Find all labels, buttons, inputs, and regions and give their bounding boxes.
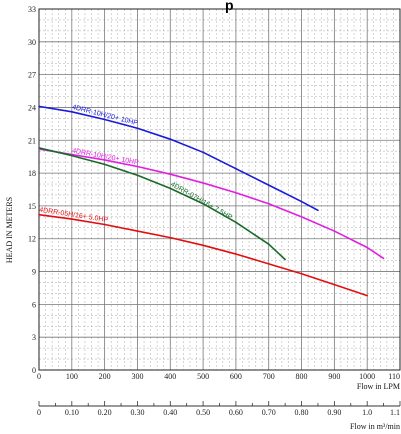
series-point (103, 163, 106, 166)
series-point (136, 127, 139, 130)
plot-frame (38, 8, 401, 371)
series-point (103, 118, 106, 121)
y-tick-label: 12 (28, 235, 36, 244)
series-point (136, 230, 139, 232)
x-tick-label: 0 (37, 372, 41, 381)
series-point (38, 105, 40, 108)
series-point (235, 191, 237, 194)
secondary-x-tick-label: 0.90 (327, 408, 341, 417)
x-tick-label: 1000 (359, 372, 375, 381)
secondary-x-axis-label: Flow in m³/min (350, 422, 400, 431)
x-tick-label: 300 (131, 372, 143, 381)
y-tick-label: 33 (28, 5, 36, 14)
x-tick-label: 600 (230, 372, 242, 381)
y-tick-label: 6 (32, 300, 36, 309)
y-tick-label: 9 (32, 268, 36, 277)
series-point (235, 253, 237, 255)
series-point (284, 258, 286, 261)
y-tick-label: 3 (32, 333, 36, 342)
secondary-x-tick-label: 1.0 (362, 408, 372, 417)
series-line (38, 105, 319, 211)
series-point (300, 272, 303, 275)
series-point (202, 182, 204, 184)
series-point (71, 111, 73, 113)
y-tick-label: 24 (28, 103, 36, 112)
x-tick-label: 110 (388, 372, 400, 381)
minor-grid (39, 9, 400, 370)
y-tick-label: 27 (28, 71, 36, 80)
series-point (333, 283, 336, 286)
y-tick-label: 0 (32, 366, 36, 375)
series-line (38, 148, 385, 260)
x-tick-label: 200 (99, 372, 111, 381)
secondary-x-tick-label: 0.30 (130, 408, 144, 417)
series-point (267, 184, 270, 186)
series-point (267, 243, 270, 245)
series-point (169, 138, 172, 140)
secondary-x-tick-labels: 0 0.10 0.20 0.30 0.40 0.50 0.60 0.70 0.80 0.90 1.0… (37, 401, 401, 417)
series-point (267, 202, 270, 205)
series-point (317, 209, 319, 212)
secondary-x-tick-label: 0 (37, 408, 41, 417)
series-point (38, 213, 40, 216)
secondary-x-tick-label: 1.1 (390, 408, 400, 417)
y-tick-label: 30 (28, 38, 36, 47)
secondary-x-tick-label: 0.10 (65, 408, 79, 417)
series-point (235, 221, 237, 224)
major-grid (38, 8, 401, 371)
series-point (333, 230, 336, 232)
y-axis-label: HEAD IN METERS (5, 197, 14, 263)
secondary-x-tick-label: 0.50 (196, 408, 210, 417)
series-point (169, 187, 172, 190)
series-point (382, 257, 385, 260)
series-point (235, 167, 237, 170)
series-point (202, 151, 204, 154)
series-point (103, 223, 106, 226)
secondary-x-tick-label: 0.80 (295, 408, 309, 417)
series-point (71, 218, 73, 220)
series-point (366, 294, 368, 297)
x-axis-label: Flow in LPM (357, 382, 400, 391)
x-tick-label: 900 (328, 372, 340, 381)
series-point (169, 173, 172, 175)
series-point (38, 147, 40, 149)
x-tick-labels: 0 100 200 300 400 500 600 700 800 900 1000 110 (37, 372, 400, 381)
chart-title-fragment: p (225, 0, 234, 13)
x-tick-label: 700 (263, 372, 275, 381)
x-tick-label: 400 (164, 372, 176, 381)
x-tick-label: 500 (197, 372, 209, 381)
y-tick-label: 15 (28, 202, 36, 211)
y-tick-label: 18 (28, 169, 36, 178)
series-point (103, 159, 106, 161)
series-point (202, 202, 204, 205)
series-point (71, 154, 73, 157)
secondary-x-tick-label: 0.20 (98, 408, 112, 417)
series-point (267, 263, 270, 265)
x-tick-label: 800 (296, 372, 308, 381)
y-tick-labels: 0 3 6 9 12 15 18 21 24 27 30 33 (28, 5, 36, 375)
series-point (366, 246, 368, 249)
series-point (136, 165, 139, 168)
series-point (202, 244, 204, 247)
y-tick-label: 21 (28, 136, 36, 145)
series-point (300, 216, 303, 218)
series-point (300, 200, 303, 203)
secondary-x-tick-label: 0.40 (163, 408, 177, 417)
secondary-x-tick-label: 0.60 (229, 408, 243, 417)
series-point (136, 174, 139, 177)
secondary-x-tick-label: 0.70 (262, 408, 276, 417)
series-point (169, 236, 172, 239)
x-tick-label: 100 (66, 372, 78, 381)
